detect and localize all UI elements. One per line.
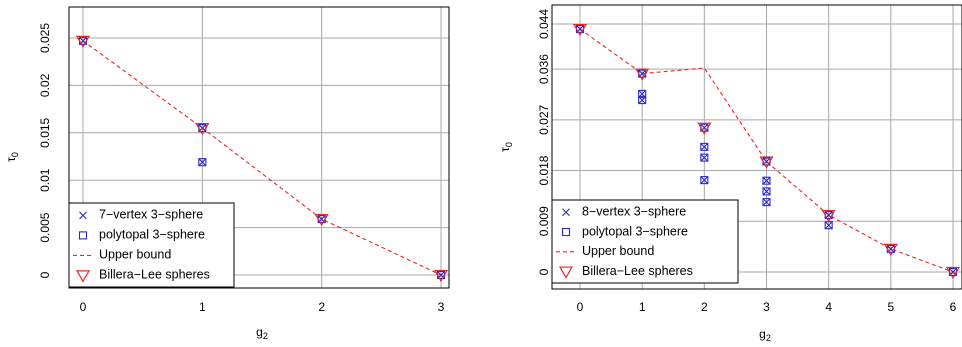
x-tick-label: 1 — [199, 300, 206, 314]
billera-lee-point — [572, 23, 588, 37]
y-tick-label: 0.005 — [38, 212, 52, 242]
billera-lee-point — [697, 122, 712, 135]
legend-label: polytopal 3−sphere — [582, 224, 688, 238]
vertex-sphere-point — [198, 158, 207, 167]
chart-right: 0 1 2 3 4 5 600.0090.0180.0270.0360.044g2τ08−v… — [498, 4, 962, 343]
plot-frame — [551, 4, 962, 290]
vertex-sphere-point — [700, 176, 709, 185]
vertex-sphere-point — [762, 198, 771, 206]
x-tick-label: 5 — [887, 300, 894, 314]
y-tick-label: 0.025 — [38, 23, 52, 53]
plot-frame — [68, 6, 450, 289]
y-tick-label: 0 — [537, 268, 551, 275]
vertex-sphere-point — [824, 221, 833, 230]
y-axis-label-main: τ — [498, 147, 512, 152]
x-tick-label: 1 — [639, 300, 646, 314]
upper-bound-line — [82, 40, 442, 276]
polytopal-point — [700, 142, 709, 151]
legend-triangle-icon — [75, 270, 91, 283]
billera-lee-point — [635, 68, 650, 81]
x-tick-label: 0 — [80, 300, 87, 314]
vertex-sphere-point — [762, 176, 771, 185]
legend-square-icon — [78, 231, 88, 240]
vertex-sphere-point — [638, 90, 647, 98]
chart-left: 0 1 2 300.0050.010.0150.020.025g2τ07−vertex… — [4, 6, 450, 341]
vertex-sphere-point — [638, 96, 647, 104]
legend-box — [551, 199, 739, 284]
legend-square-icon — [561, 227, 571, 237]
x-axis-label: g2 — [256, 325, 268, 341]
y-axis-label: τ0 — [498, 142, 514, 152]
polytopal-point — [638, 89, 647, 98]
polytopal-point — [700, 153, 709, 162]
billera-lee-point — [883, 243, 898, 257]
y-tick-label: 0.036 — [537, 54, 551, 84]
billera-lee-point — [759, 156, 774, 169]
billera-lee-point — [433, 269, 449, 283]
x-tick-label: 2 — [318, 300, 325, 314]
y-tick-label: 0.018 — [537, 155, 551, 185]
polytopal-point — [700, 176, 709, 185]
x-axis-label-subscript: 2 — [263, 331, 268, 341]
billera-lee-point — [821, 209, 836, 223]
legend-triangle-icon — [558, 266, 574, 279]
x-axis-label-main: g — [256, 325, 263, 339]
polytopal-point — [762, 176, 771, 185]
x-axis-label-main: g — [759, 327, 766, 341]
legend-label: 8−vertex 3−sphere — [582, 205, 686, 219]
x-tick-label: 0 — [577, 300, 584, 314]
polytopal-point — [762, 198, 771, 207]
vertex-sphere-point — [700, 142, 709, 151]
legend-label: Billera−Lee spheres — [99, 268, 210, 282]
legend-cross-icon — [79, 211, 87, 220]
x-tick-label: 2 — [701, 300, 708, 314]
x-tick-label: 4 — [825, 300, 832, 314]
y-tick-label: 0.027 — [537, 104, 551, 134]
y-tick-label: 0.015 — [38, 117, 52, 147]
y-tick-label: 0.009 — [537, 206, 551, 236]
x-tick-label: 6 — [950, 300, 957, 314]
polytopal-point — [198, 158, 207, 167]
vertex-sphere-point — [700, 153, 709, 162]
billera-lee-point — [195, 122, 210, 136]
legend-label: polytopal 3−sphere — [99, 228, 205, 242]
legend-label: Billera−Lee spheres — [582, 264, 693, 278]
y-tick-label: 0.044 — [537, 9, 551, 39]
y-axis-label-main: τ — [4, 157, 18, 162]
legend-label: Upper bound — [582, 244, 654, 258]
x-tick-label: 3 — [763, 300, 770, 314]
billera-lee-point — [945, 266, 961, 280]
polytopal-point — [638, 96, 647, 105]
polytopal-point — [762, 187, 771, 196]
vertex-sphere-point — [762, 187, 771, 196]
billera-lee-point — [314, 213, 329, 227]
y-axis-label-subscript: 0 — [504, 142, 514, 147]
legend-label: Upper bound — [99, 248, 171, 262]
x-axis-label: g2 — [759, 327, 771, 343]
legend-cross-icon — [562, 208, 570, 217]
legend-label: 7−vertex 3−sphere — [99, 208, 203, 222]
y-axis-label: τ0 — [4, 152, 20, 162]
y-axis-label-subscript: 0 — [10, 152, 20, 157]
y-tick-label: 0 — [38, 271, 52, 278]
y-tick-label: 0.01 — [38, 168, 52, 192]
x-tick-label: 3 — [438, 300, 445, 314]
y-tick-label: 0.02 — [38, 73, 52, 97]
x-axis-label-subscript: 2 — [766, 333, 771, 343]
legend-box — [68, 202, 235, 288]
legend: 8−vertex 3−sphere polytopal 3−sphere Upper… — [551, 199, 739, 284]
legend: 7−vertex 3−sphere polytopal 3−sphere Upper… — [68, 202, 235, 288]
billera-lee-point — [75, 35, 91, 49]
